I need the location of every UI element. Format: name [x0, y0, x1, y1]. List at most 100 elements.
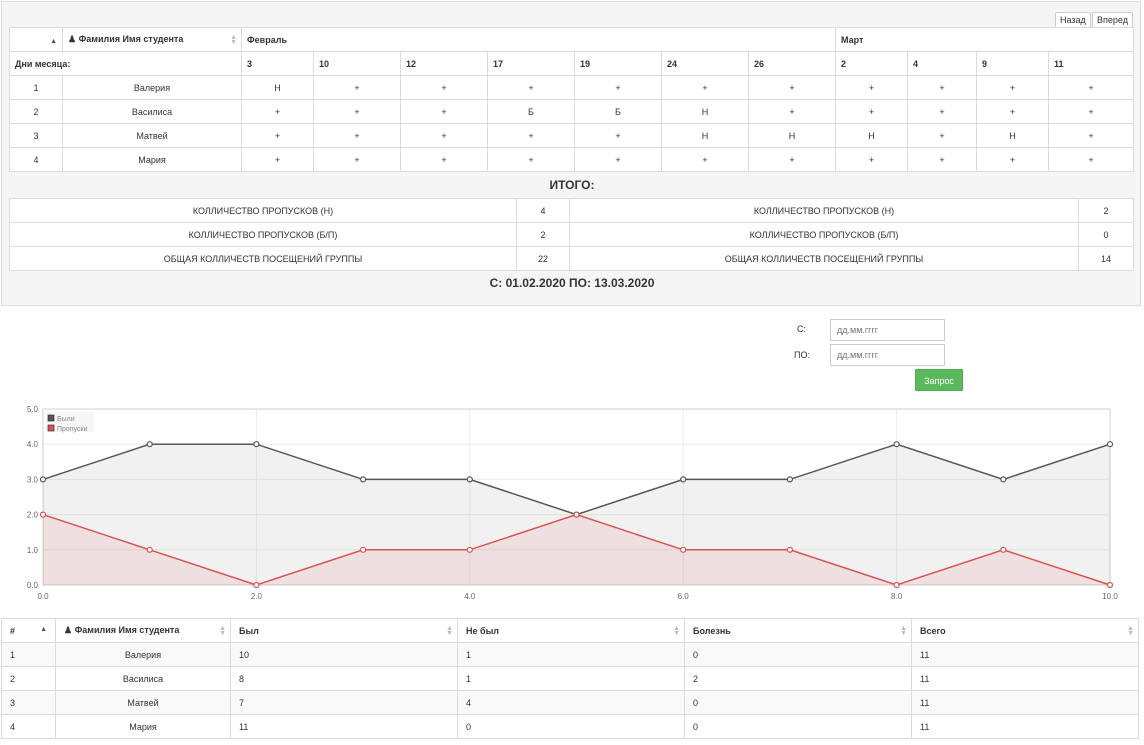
query-button[interactable]: Запрос — [915, 369, 963, 391]
attendance-mark: + — [574, 75, 662, 100]
attendance-mark: + — [241, 99, 314, 124]
day-header: 2 — [835, 51, 909, 76]
y-tick-label: 2.0 — [27, 511, 39, 520]
present-count: 10 — [230, 642, 458, 667]
sick-count: 2 — [684, 666, 912, 691]
summary-row: ОБЩАЯ КОЛЛИЧЕСТВ ПОСЕЩЕНИЙ ГРУППЫ 22 ОБЩ… — [9, 246, 1134, 271]
col-header-label: Всего — [920, 625, 946, 636]
from-date-input[interactable] — [830, 319, 945, 341]
col-header-number[interactable]: # ▲ — [1, 618, 56, 643]
attendance-mark: + — [907, 123, 978, 148]
attendance-mark: + — [976, 75, 1050, 100]
data-point — [1000, 546, 1007, 553]
data-point — [39, 476, 47, 483]
y-tick-label: 1.0 — [27, 546, 39, 555]
table-row: 4 Мария 11 0 0 11 — [1, 714, 1139, 739]
col-header-present[interactable]: Был ▲ ▼ — [230, 618, 458, 643]
x-tick-label: 2.0 — [251, 592, 263, 601]
student-name-header-label: Фамилия Имя студента — [78, 34, 184, 44]
day-header: 3 — [241, 51, 314, 76]
col-header-absent[interactable]: Не был ▲ ▼ — [457, 618, 685, 643]
attendance-mark: + — [241, 123, 314, 148]
attendance-mark: + — [976, 99, 1050, 124]
data-point — [893, 441, 900, 448]
attendance-mark: + — [747, 147, 837, 172]
attendance-mark: + — [400, 75, 488, 100]
data-point — [786, 546, 794, 553]
col-header-label: Фамилия Имя студента — [74, 625, 180, 635]
col-header-label: Болезнь — [693, 625, 731, 636]
attendance-chart: 0.0 1.0 2.0 3.0 4.0 5.0 0.0 2.0 4.0 6.0 8.0 10.0 Был… — [27, 405, 1118, 601]
day-header: 9 — [976, 51, 1050, 76]
day-header: 11 — [1048, 51, 1135, 76]
absent-count: 1 — [457, 642, 685, 667]
sort-icon: ▲ ▼ — [446, 625, 453, 637]
series-area-absent — [43, 514, 1110, 585]
attendance-mark: Н — [835, 123, 909, 148]
attendance-mark: + — [313, 75, 401, 100]
total-count: 11 — [911, 714, 1139, 739]
summary-label: КОЛЛИЧЕСТВО ПРОПУСКОВ (Б/П) — [9, 222, 517, 247]
row-number: 4 — [1, 714, 56, 739]
attendance-mark: + — [574, 147, 662, 172]
attendance-mark: + — [976, 147, 1050, 172]
student-name: Валерия — [62, 75, 242, 100]
attendance-mark: + — [400, 99, 488, 124]
sort-number-header[interactable]: ▲ — [9, 27, 63, 52]
row-number: 1 — [1, 642, 56, 667]
absent-count: 1 — [457, 666, 685, 691]
attendance-mark: + — [313, 123, 401, 148]
attendance-mark: + — [487, 123, 575, 148]
legend-box — [46, 412, 94, 432]
table-row: 3 Матвей 7 4 0 11 — [1, 690, 1139, 715]
x-tick-label: 4.0 — [464, 592, 476, 601]
stats-table: # ▲ ♟ Фамилия Имя студента ▲ ▼ Был ▲ ▼ Не … — [1, 618, 1139, 739]
total-count: 11 — [911, 690, 1139, 715]
y-tick-label: 4.0 — [27, 440, 39, 449]
attendance-mark: + — [661, 75, 749, 100]
sick-count: 0 — [684, 690, 912, 715]
row-number: 2 — [9, 99, 63, 124]
day-header: 17 — [487, 51, 575, 76]
attendance-mark: + — [907, 75, 978, 100]
student-name: Валерия — [55, 642, 231, 667]
data-point — [1106, 441, 1114, 448]
row-number: 3 — [9, 123, 63, 148]
absent-count: 0 — [457, 714, 685, 739]
sort-icon: ▲ ▼ — [1127, 625, 1134, 637]
student-name-header[interactable]: ♟ Фамилия Имя студента ▲ ▼ — [62, 27, 242, 52]
data-point — [146, 441, 153, 448]
sort-asc-icon: ▲ — [40, 626, 47, 633]
data-point — [1000, 476, 1007, 483]
col-header-sick[interactable]: Болезнь ▲ ▼ — [684, 618, 912, 643]
to-date-input[interactable] — [830, 344, 945, 366]
data-point — [786, 476, 794, 483]
data-point — [146, 546, 153, 553]
attendance-mark: + — [313, 147, 401, 172]
user-icon: ♟ — [64, 625, 73, 635]
day-header: 19 — [574, 51, 662, 76]
sort-icon: ▲ ▼ — [219, 625, 226, 637]
summary-row: КОЛЛИЧЕСТВО ПРОПУСКОВ (Н) 4 КОЛЛИЧЕСТВО … — [9, 198, 1134, 223]
attendance-mark: Н — [747, 123, 837, 148]
sick-count: 0 — [684, 642, 912, 667]
forward-button[interactable]: Вперед — [1092, 12, 1133, 28]
attendance-mark: + — [747, 99, 837, 124]
back-button[interactable]: Назад — [1055, 12, 1091, 28]
days-label: Дни месяца: — [9, 51, 242, 76]
plot-area — [42, 408, 1111, 586]
student-name: Мария — [55, 714, 231, 739]
x-tick-label: 8.0 — [891, 592, 903, 601]
student-name: Василиса — [55, 666, 231, 691]
to-date-label: ПО: — [794, 350, 810, 360]
attendance-mark: + — [907, 99, 978, 124]
attendance-mark: + — [747, 75, 837, 100]
attendance-mark: + — [1048, 147, 1135, 172]
summary-row: КОЛЛИЧЕСТВО ПРОПУСКОВ (Б/П) 2 КОЛЛИЧЕСТВ… — [9, 222, 1134, 247]
attendance-mark: + — [835, 147, 909, 172]
row-number: 1 — [9, 75, 63, 100]
col-header-student[interactable]: ♟ Фамилия Имя студента ▲ ▼ — [55, 618, 231, 643]
day-header: 26 — [747, 51, 837, 76]
summary-value: 4 — [516, 198, 570, 223]
col-header-total[interactable]: Всего ▲ ▼ — [911, 618, 1139, 643]
